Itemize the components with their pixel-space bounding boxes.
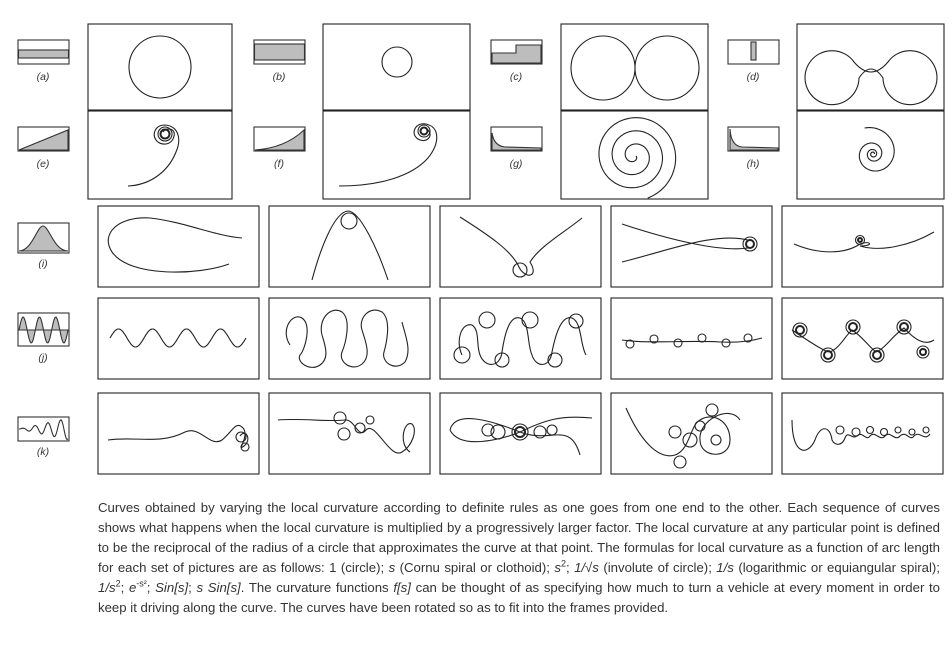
panel-d — [727, 23, 945, 111]
panel-e — [17, 110, 233, 200]
label-h: (h) — [747, 158, 760, 170]
panel-g — [490, 110, 709, 200]
panel-f — [253, 110, 471, 200]
panel-a — [17, 23, 233, 111]
label-j: (j) — [38, 352, 47, 364]
figure-caption: Curves obtained by varying the local cur… — [98, 500, 941, 615]
label-d: (d) — [747, 71, 760, 83]
label-a: (a) — [37, 71, 50, 83]
label-b: (b) — [273, 71, 286, 83]
label-c: (c) — [510, 71, 522, 83]
label-e: (e) — [37, 158, 50, 170]
panel-j — [17, 297, 944, 380]
panel-k — [17, 392, 944, 475]
panel-h — [727, 110, 945, 200]
panel-c — [490, 23, 709, 111]
curvature-figure: (a) (b) (c) (d) (e) (f) (g) (h) (i) (j) … — [17, 23, 945, 475]
label-f: (f) — [274, 158, 284, 170]
label-k: (k) — [37, 446, 49, 458]
label-i: (i) — [38, 258, 47, 270]
panel-i — [17, 205, 944, 288]
panel-b — [253, 23, 471, 111]
label-g: (g) — [510, 158, 523, 170]
